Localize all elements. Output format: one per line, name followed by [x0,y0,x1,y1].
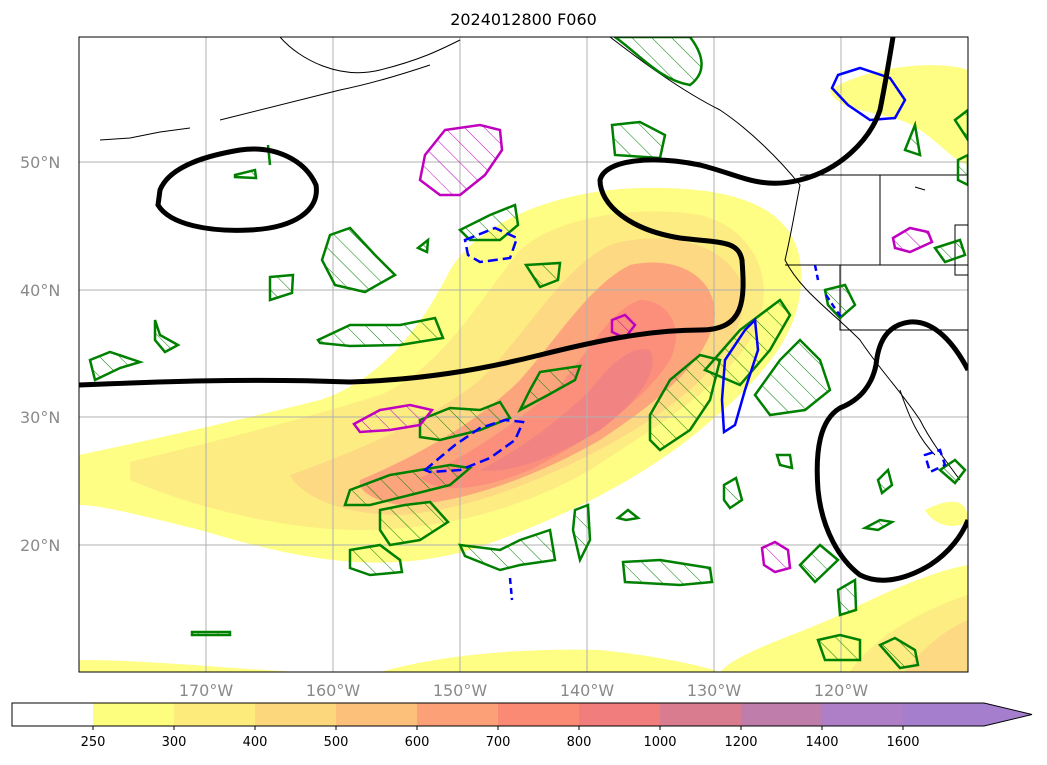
lon-labels: 170°W 160°W 150°W 140°W 130°W 120°W [179,681,869,700]
colorbar-tick-label: 600 [405,735,430,750]
green-contours [88,37,968,670]
lat-label: 50°N [20,153,60,172]
colorbar-extend-arrow [984,703,1032,726]
magenta-contours [352,123,934,574]
colorbar-tick-label: 1400 [805,735,838,750]
colorbar-segment [336,703,417,726]
colorbar: 250 300 400 500 600 700 800 1000 1200 1400 1600 [11,702,1033,750]
colorbar-segment [174,703,255,726]
lat-label: 30°N [20,408,60,427]
blue-contours [422,66,947,601]
lon-label: 130°W [687,681,742,700]
colorbar-tick-label: 500 [324,735,349,750]
lat-labels: 50°N 40°N 30°N 20°N [20,153,60,555]
colorbar-segment [822,703,903,726]
colorbar-outline [11,702,1033,727]
colorbar-segment [579,703,660,726]
lon-label: 140°W [560,681,615,700]
lat-label: 40°N [20,281,60,300]
colorbar-tick-label: 800 [567,735,592,750]
map-frame [78,36,969,673]
lon-label: 160°W [306,681,361,700]
chart-title: 2024012800 F060 [450,10,597,29]
colorbar-tick-label: 400 [243,735,268,750]
colorbar-tick-label: 700 [486,735,511,750]
lon-label: 120°W [814,681,869,700]
colorbar-segment [417,703,498,726]
colorbar-tick-label: 300 [162,735,187,750]
colorbar-segment [12,703,93,726]
coastlines [99,37,968,481]
jet-contours [79,37,968,583]
colorbar-tick-label: 1000 [643,735,676,750]
colorbar-segment [93,703,174,726]
colorbar-segment [903,703,984,726]
colorbar-segment [255,703,336,726]
colorbar-tick-label: 1200 [724,735,757,750]
map-content [79,37,968,672]
lon-label: 170°W [179,681,234,700]
lon-label: 150°W [433,681,488,700]
colorbar-segment [741,703,822,726]
colorbar-tick-label: 1600 [886,735,919,750]
colorbar-segment [660,703,741,726]
colorbar-segment [498,703,579,726]
lat-label: 20°N [20,536,60,555]
colorbar-tick-label: 250 [81,735,106,750]
